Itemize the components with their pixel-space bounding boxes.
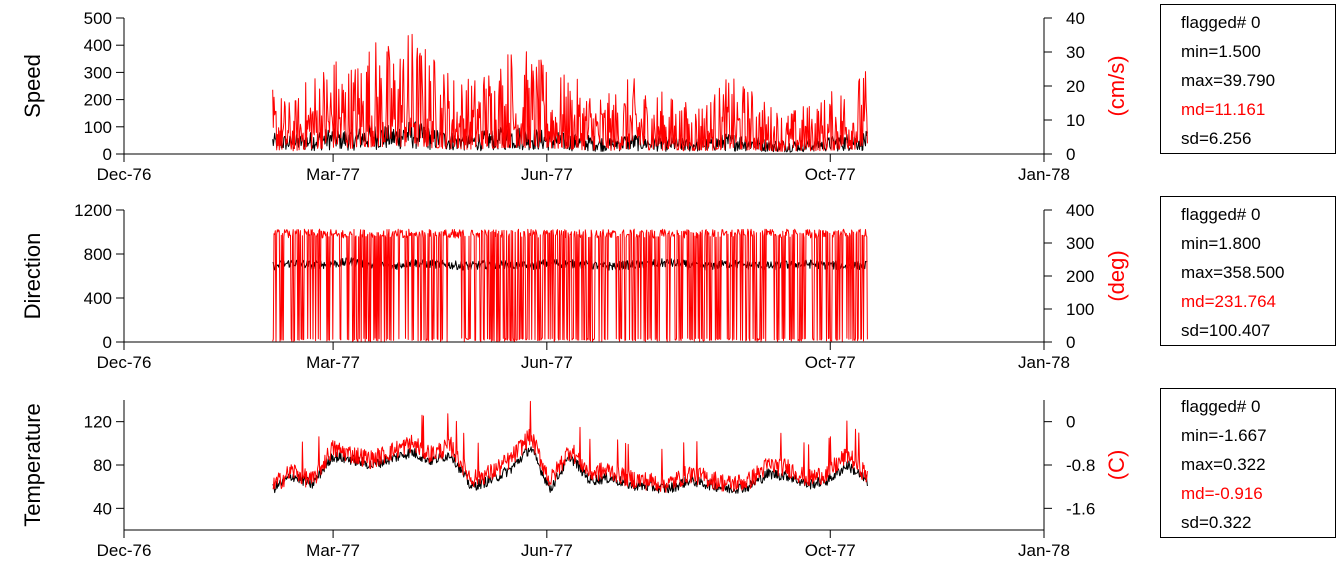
stats-sd: sd=100.407 bbox=[1181, 321, 1271, 340]
stats-md: md=-0.916 bbox=[1181, 484, 1263, 503]
x-tick-label: Jan-78 bbox=[1018, 541, 1070, 560]
left-axis-title: Temperature bbox=[20, 403, 45, 527]
left-tick-label: 300 bbox=[84, 63, 112, 82]
x-tick-label: Mar-77 bbox=[306, 541, 360, 560]
left-tick-label: 200 bbox=[84, 91, 112, 110]
series-red-line bbox=[272, 33, 868, 152]
series-red-line bbox=[272, 400, 868, 493]
x-tick-label: Mar-77 bbox=[306, 165, 360, 184]
x-tick-label: Jun-77 bbox=[521, 165, 573, 184]
right-axis-title: (C) bbox=[1104, 450, 1129, 481]
x-tick-label: Dec-76 bbox=[97, 165, 152, 184]
left-tick-label: 100 bbox=[84, 118, 112, 137]
left-axis-title: Direction bbox=[20, 233, 45, 320]
x-tick-label: Dec-76 bbox=[97, 541, 152, 560]
stats-sd: sd=0.322 bbox=[1181, 513, 1252, 532]
x-tick-label: Oct-77 bbox=[805, 353, 856, 372]
stats-max: max=0.322 bbox=[1181, 455, 1266, 474]
left-tick-label: 0 bbox=[103, 333, 112, 352]
stats-flagged: flagged# 0 bbox=[1181, 397, 1261, 416]
x-tick-label: Jun-77 bbox=[521, 541, 573, 560]
right-tick-label: 10 bbox=[1066, 111, 1085, 130]
x-tick-label: Jan-78 bbox=[1018, 165, 1070, 184]
right-tick-label: 100 bbox=[1066, 300, 1094, 319]
right-tick-label: 300 bbox=[1066, 234, 1094, 253]
stats-flagged: flagged# 0 bbox=[1181, 205, 1261, 224]
right-axis-title: (deg) bbox=[1104, 250, 1129, 301]
left-tick-label: 40 bbox=[93, 499, 112, 518]
left-tick-label: 800 bbox=[84, 245, 112, 264]
stats-md: md=11.161 bbox=[1181, 100, 1266, 119]
right-tick-label: 0 bbox=[1066, 333, 1075, 352]
stats-max: max=39.790 bbox=[1181, 71, 1276, 90]
stats-box-temperature: flagged# 0 min=-1.667 max=0.322 md=-0.91… bbox=[1160, 388, 1336, 538]
right-tick-label: 200 bbox=[1066, 267, 1094, 286]
stats-box-speed: flagged# 0 min=1.500 max=39.790 md=11.16… bbox=[1160, 4, 1336, 154]
left-tick-label: 400 bbox=[84, 289, 112, 308]
left-tick-label: 0 bbox=[103, 145, 112, 164]
left-tick-label: 500 bbox=[84, 9, 112, 28]
stats-sd: sd=6.256 bbox=[1181, 129, 1252, 148]
right-tick-label: 0 bbox=[1066, 145, 1075, 164]
left-tick-label: 80 bbox=[93, 456, 112, 475]
stats-flagged: flagged# 0 bbox=[1181, 13, 1261, 32]
x-tick-label: Dec-76 bbox=[97, 353, 152, 372]
stats-box-direction: flagged# 0 min=1.800 max=358.500 md=231.… bbox=[1160, 196, 1336, 346]
left-tick-label: 120 bbox=[84, 413, 112, 432]
right-tick-label: 30 bbox=[1066, 43, 1085, 62]
x-tick-label: Jan-78 bbox=[1018, 353, 1070, 372]
stats-min: min=1.500 bbox=[1181, 42, 1261, 61]
right-tick-label: -0.8 bbox=[1066, 456, 1095, 475]
stats-max: max=358.500 bbox=[1181, 263, 1285, 282]
series-red-line bbox=[272, 228, 868, 342]
stats-md: md=231.764 bbox=[1181, 292, 1276, 311]
stats-min: min=1.800 bbox=[1181, 234, 1261, 253]
x-tick-label: Jun-77 bbox=[521, 353, 573, 372]
x-tick-label: Oct-77 bbox=[805, 165, 856, 184]
right-tick-label: 20 bbox=[1066, 77, 1085, 96]
right-tick-label: 400 bbox=[1066, 201, 1094, 220]
right-tick-label: 0 bbox=[1066, 413, 1075, 432]
left-tick-label: 400 bbox=[84, 36, 112, 55]
right-tick-label: -1.6 bbox=[1066, 499, 1095, 518]
left-tick-label: 1200 bbox=[74, 201, 112, 220]
x-tick-label: Oct-77 bbox=[805, 541, 856, 560]
left-axis-title: Speed bbox=[20, 54, 45, 118]
stats-min: min=-1.667 bbox=[1181, 426, 1267, 445]
right-tick-label: 40 bbox=[1066, 9, 1085, 28]
right-axis-title: (cm/s) bbox=[1104, 55, 1129, 116]
series-black-line bbox=[272, 446, 868, 494]
x-tick-label: Mar-77 bbox=[306, 353, 360, 372]
